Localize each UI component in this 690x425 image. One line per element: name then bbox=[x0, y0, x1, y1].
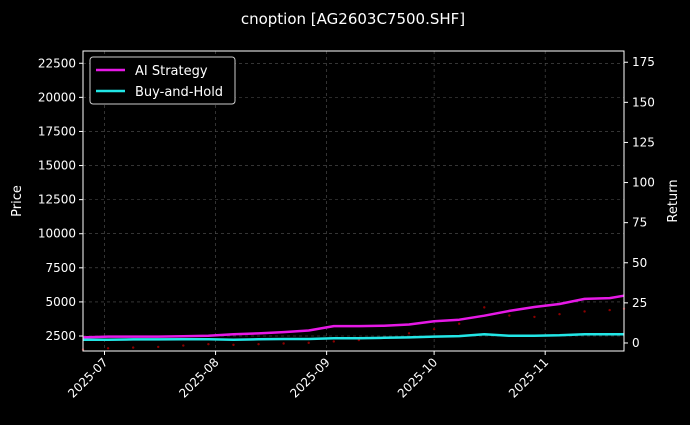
price-point bbox=[432, 327, 436, 331]
y-tick-label: 20000 bbox=[38, 90, 76, 104]
price-point bbox=[282, 342, 285, 345]
price-point bbox=[357, 338, 361, 342]
price-point bbox=[157, 345, 160, 349]
y2-tick-label: 150 bbox=[632, 95, 655, 109]
y2-tick-label: 175 bbox=[632, 55, 655, 69]
legend-box bbox=[89, 56, 236, 105]
y2-tick-label: 75 bbox=[632, 216, 647, 230]
y2-tick-label: 100 bbox=[632, 176, 655, 190]
price-point bbox=[558, 312, 561, 316]
x-tick-label: 2025-09 bbox=[287, 355, 332, 400]
y2-axis-label: Return bbox=[666, 179, 681, 222]
price-point bbox=[207, 342, 210, 346]
ai-strategy-line bbox=[82, 294, 625, 339]
price-point bbox=[232, 343, 235, 347]
return-series bbox=[82, 294, 625, 342]
price-series bbox=[81, 306, 626, 351]
price-point bbox=[457, 322, 461, 325]
y-tick-label: 22500 bbox=[38, 56, 76, 70]
y-tick-label: 5000 bbox=[45, 295, 76, 309]
price-point bbox=[307, 341, 310, 345]
legend-label-bh: Buy-and-Hold bbox=[135, 85, 223, 100]
price-point bbox=[583, 310, 586, 313]
y2-tick-label: 125 bbox=[632, 135, 655, 149]
price-point bbox=[182, 344, 185, 347]
y2-tick-label: 25 bbox=[632, 296, 647, 310]
price-point bbox=[533, 315, 536, 319]
left-axis: 2500 5000 7500 10000 12500 15000 17500 20000 225… bbox=[38, 56, 83, 343]
legend-label-ai: AI Strategy bbox=[135, 64, 208, 79]
price-point bbox=[508, 314, 511, 317]
price-point bbox=[332, 340, 335, 343]
price-point bbox=[483, 306, 486, 309]
x-tick-label: 2025-08 bbox=[176, 355, 221, 400]
y-axis-label: Price bbox=[10, 185, 25, 217]
y-tick-label: 12500 bbox=[38, 193, 76, 207]
price-point bbox=[131, 346, 135, 349]
y-tick-label: 2500 bbox=[45, 329, 76, 343]
plot-frame bbox=[82, 50, 625, 352]
y-tick-label: 15000 bbox=[38, 159, 76, 173]
y2-tick-label: 0 bbox=[632, 336, 640, 350]
x-axis: 2025-07 2025-08 2025-09 2025-10 2025-11 bbox=[65, 351, 551, 401]
buy-and-hold-line bbox=[83, 332, 624, 342]
x-tick-label: 2025-07 bbox=[65, 355, 110, 400]
legend: AI Strategy Buy-and-Hold bbox=[89, 56, 236, 105]
y-tick-label: 17500 bbox=[38, 124, 76, 138]
price-point bbox=[257, 342, 260, 346]
chart-title: cnoption [AG2603C7500.SHF] bbox=[241, 10, 465, 28]
y-tick-label: 10000 bbox=[38, 227, 76, 241]
right-axis: 0 25 50 75 100 125 150 175 bbox=[624, 55, 655, 350]
y-tick-label: 7500 bbox=[45, 261, 76, 275]
x-tick-label: 2025-10 bbox=[395, 355, 440, 400]
x-tick-label: 2025-11 bbox=[506, 355, 551, 400]
price-point bbox=[106, 347, 110, 350]
price-point bbox=[608, 308, 611, 312]
price-point bbox=[407, 332, 411, 335]
y2-tick-label: 50 bbox=[632, 256, 647, 270]
